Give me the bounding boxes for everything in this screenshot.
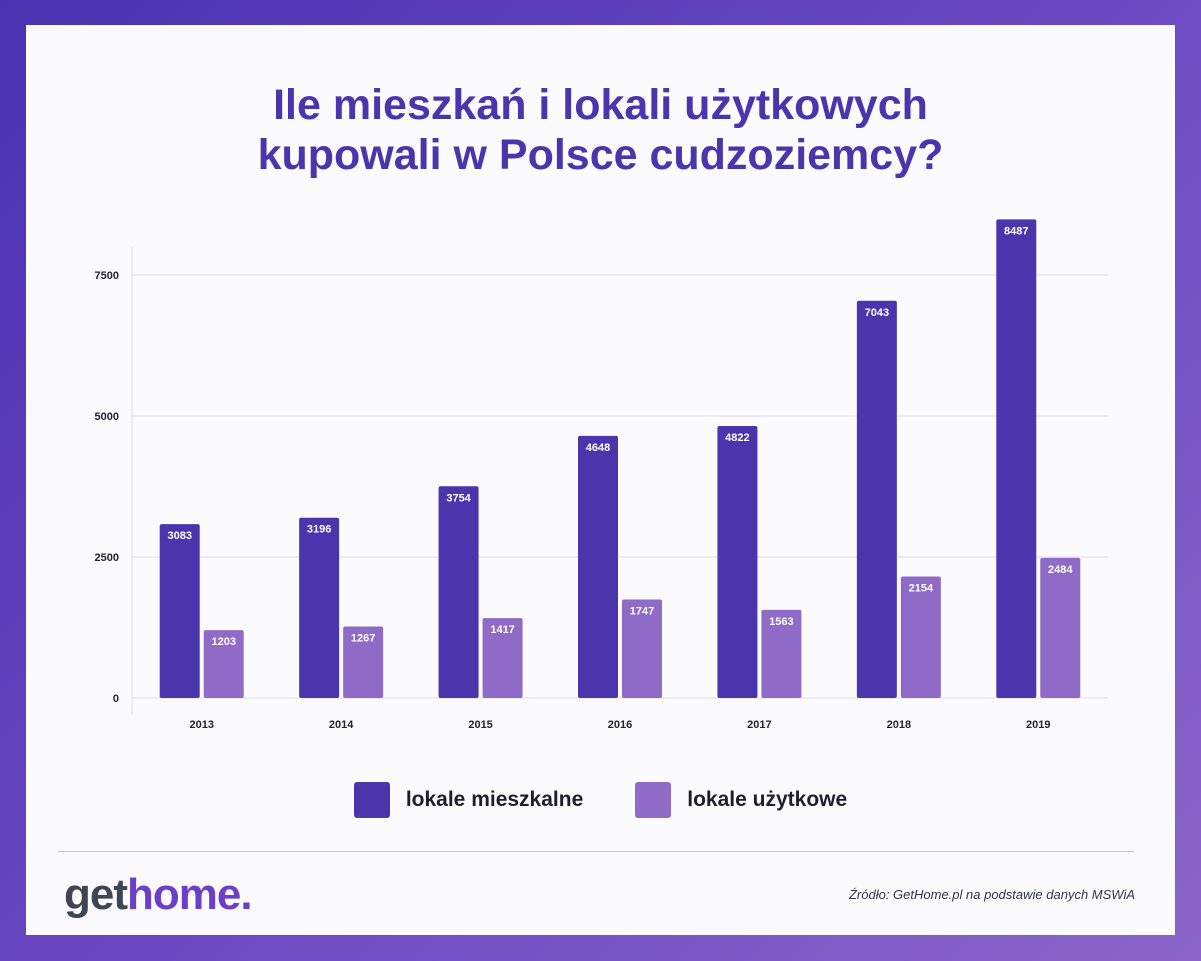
- x-tick-label: 2016: [608, 719, 632, 731]
- footer-divider: [58, 851, 1134, 852]
- x-tick-label: 2019: [1026, 719, 1050, 731]
- data-label: 4822: [725, 432, 749, 444]
- legend-label-mieszkalne: lokale mieszkalne: [405, 788, 584, 811]
- x-tick-label: 2018: [887, 719, 911, 731]
- infographic-card: Ile mieszkań i lokali użytkowych kupowal…: [26, 25, 1175, 935]
- data-label: 1267: [351, 633, 375, 645]
- y-tick-label: 7500: [95, 270, 119, 282]
- data-label: 1747: [630, 605, 654, 617]
- bar-uzytkowe-2017: [761, 609, 802, 698]
- x-tick-label: 2017: [747, 719, 771, 731]
- source-note: Źródło: GetHome.pl na podstawie danych M…: [848, 887, 1135, 902]
- chart-legend: lokale mieszkalne lokale użytkowe: [26, 782, 1175, 818]
- x-tick-label: 2015: [468, 719, 492, 731]
- chart-title-line-2: kupowali w Polsce cudzoziemcy?: [257, 131, 944, 179]
- data-label: 2484: [1048, 564, 1073, 576]
- bar-uzytkowe-2014: [343, 626, 384, 698]
- data-label: 2154: [909, 583, 934, 595]
- bar-uzytkowe-2019: [1040, 557, 1081, 698]
- bar-uzytkowe-2015: [482, 618, 523, 698]
- bar-mieszkalne-2016: [578, 435, 618, 698]
- bar-mieszkalne-2018: [856, 300, 897, 698]
- legend-item-mieszkalne: lokale mieszkalne: [353, 782, 584, 818]
- bar-uzytkowe-2013: [203, 630, 244, 698]
- y-tick-label: 0: [113, 693, 119, 705]
- logo-home: home.: [127, 870, 253, 919]
- gethome-logo: gethome.: [64, 870, 253, 920]
- bar-chart: 0 2500 5000 7500 3083 1203 2013 3196 1267 2014 375…: [95, 219, 1108, 731]
- data-label: 3083: [167, 530, 191, 542]
- bar-uzytkowe-2018: [900, 576, 941, 698]
- data-label: 1563: [769, 616, 793, 628]
- data-label: 3754: [446, 492, 471, 504]
- chart-title: Ile mieszkań i lokali użytkowych kupowal…: [26, 80, 1175, 180]
- legend-swatch-mieszkalne: [353, 782, 390, 818]
- data-label: 3196: [307, 524, 331, 536]
- y-tick-label: 2500: [95, 552, 119, 564]
- data-label: 4648: [586, 442, 610, 454]
- data-label: 7043: [865, 307, 889, 319]
- bar-mieszkalne-2019: [996, 219, 1037, 699]
- data-label: 1417: [490, 624, 514, 636]
- data-label: 1203: [211, 636, 235, 648]
- bar-uzytkowe-2016: [622, 599, 662, 698]
- logo-get: get: [64, 870, 128, 919]
- legend-item-uzytkowe: lokale użytkowe: [635, 782, 847, 818]
- legend-swatch-uzytkowe: [635, 782, 672, 818]
- data-label: 8487: [1004, 225, 1028, 237]
- bar-mieszkalne-2015: [438, 486, 479, 698]
- x-tick-label: 2014: [329, 719, 354, 731]
- legend-label-uzytkowe: lokale użytkowe: [687, 788, 848, 811]
- bar-mieszkalne-2014: [299, 517, 340, 698]
- x-tick-label: 2013: [189, 719, 213, 731]
- y-tick-label: 5000: [95, 411, 119, 423]
- bar-mieszkalne-2013: [159, 524, 200, 698]
- chart-title-line-1: Ile mieszkań i lokali użytkowych: [273, 81, 928, 129]
- bar-mieszkalne-2017: [717, 426, 758, 698]
